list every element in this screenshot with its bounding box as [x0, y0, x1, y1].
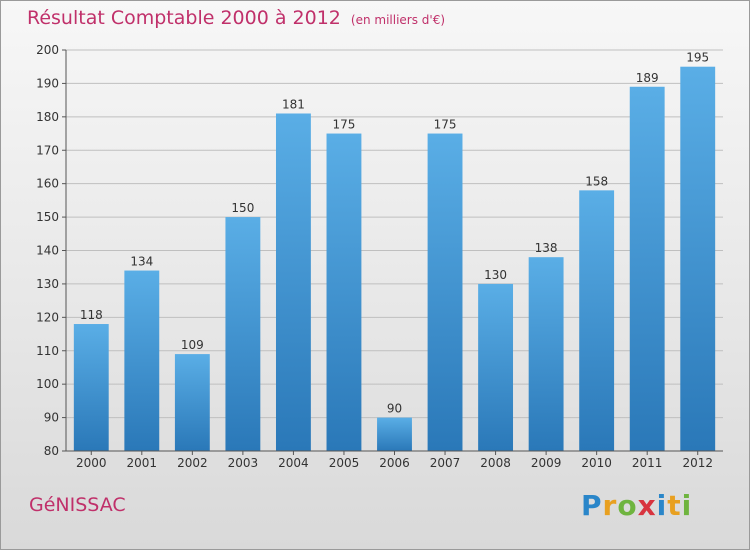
x-tick-label-2005: 2005: [329, 456, 360, 470]
value-label-2001: 134: [130, 255, 153, 269]
y-tick-label-110: 110: [36, 344, 59, 358]
y-tick-label-160: 160: [36, 177, 59, 191]
bar-2008: [478, 283, 514, 451]
proxiti-logo[interactable]: Proxiti: [581, 489, 692, 522]
x-tick-label-2003: 2003: [228, 456, 259, 470]
x-tick-label-2010: 2010: [581, 456, 612, 470]
x-tick-label-2004: 2004: [278, 456, 309, 470]
y-tick-label-200: 200: [36, 43, 59, 57]
y-tick-label-80: 80: [44, 444, 59, 458]
bar-2012: [680, 66, 716, 451]
logo-letter: i: [681, 489, 693, 522]
logo-letter: t: [667, 489, 682, 522]
y-tick-label-140: 140: [36, 244, 59, 258]
bar-2011: [629, 86, 665, 451]
bars: 118 134 109 150 181 175 90 175 130 138 158 189 195: [73, 51, 716, 451]
commune-name: GéNISSAC: [29, 494, 126, 516]
value-label-2007: 175: [434, 118, 457, 132]
bar-2009: [528, 257, 564, 451]
bar-2006: [377, 417, 412, 451]
x-tick-label-2012: 2012: [682, 456, 713, 470]
x-tick-label-2008: 2008: [480, 456, 511, 470]
chart-title: Résultat Comptable 2000 à 2012 (en millie…: [27, 7, 445, 29]
value-label-2002: 109: [181, 338, 204, 352]
y-tick-label-100: 100: [36, 377, 59, 391]
y-tick-label-120: 120: [36, 310, 59, 324]
value-label-2005: 175: [333, 118, 356, 132]
x-tick-label-2007: 2007: [430, 456, 461, 470]
logo-letter: r: [602, 489, 618, 522]
value-label-2009: 138: [535, 241, 558, 255]
logo-letter: x: [637, 489, 657, 522]
y-tick-label-170: 170: [36, 143, 59, 157]
value-label-2000: 118: [80, 308, 103, 322]
x-tick-label-2002: 2002: [177, 456, 208, 470]
bar-2004: [275, 113, 311, 451]
value-label-2004: 181: [282, 97, 305, 111]
x-tick-label-2011: 2011: [632, 456, 663, 470]
chart-unit-label: (en milliers d'€): [350, 13, 446, 27]
x-tick-label-2001: 2001: [127, 456, 158, 470]
y-tick-label-190: 190: [36, 76, 59, 90]
y-tick-label-150: 150: [36, 210, 59, 224]
axes: 80 90 100 110 120 130 140 150 160 170 180 190 200 200…: [36, 43, 723, 470]
bar-2005: [326, 133, 362, 451]
chart-title-text: Résultat Comptable 2000 à 2012: [27, 7, 341, 29]
x-tick-label-2000: 2000: [76, 456, 107, 470]
gridlines: [66, 49, 723, 452]
x-tick-label-2009: 2009: [531, 456, 562, 470]
bar-2003: [225, 217, 261, 451]
y-tick-label-90: 90: [44, 411, 59, 425]
bar-2000: [73, 324, 109, 451]
bar-2010: [579, 190, 615, 451]
value-label-2012: 195: [686, 51, 709, 65]
x-tick-label-2006: 2006: [379, 456, 410, 470]
value-label-2008: 130: [484, 268, 507, 282]
value-label-2006: 90: [387, 402, 402, 416]
logo-letter: o: [617, 489, 638, 522]
value-label-2011: 189: [636, 71, 659, 85]
bar-2002: [174, 354, 210, 451]
logo-letter: P: [581, 489, 603, 522]
logo-letter: i: [656, 489, 668, 522]
value-label-2010: 158: [585, 174, 608, 188]
bar-2001: [124, 270, 160, 451]
value-label-2003: 150: [231, 201, 254, 215]
y-tick-label-180: 180: [36, 110, 59, 124]
y-tick-label-130: 130: [36, 277, 59, 291]
bar-2007: [427, 133, 463, 451]
